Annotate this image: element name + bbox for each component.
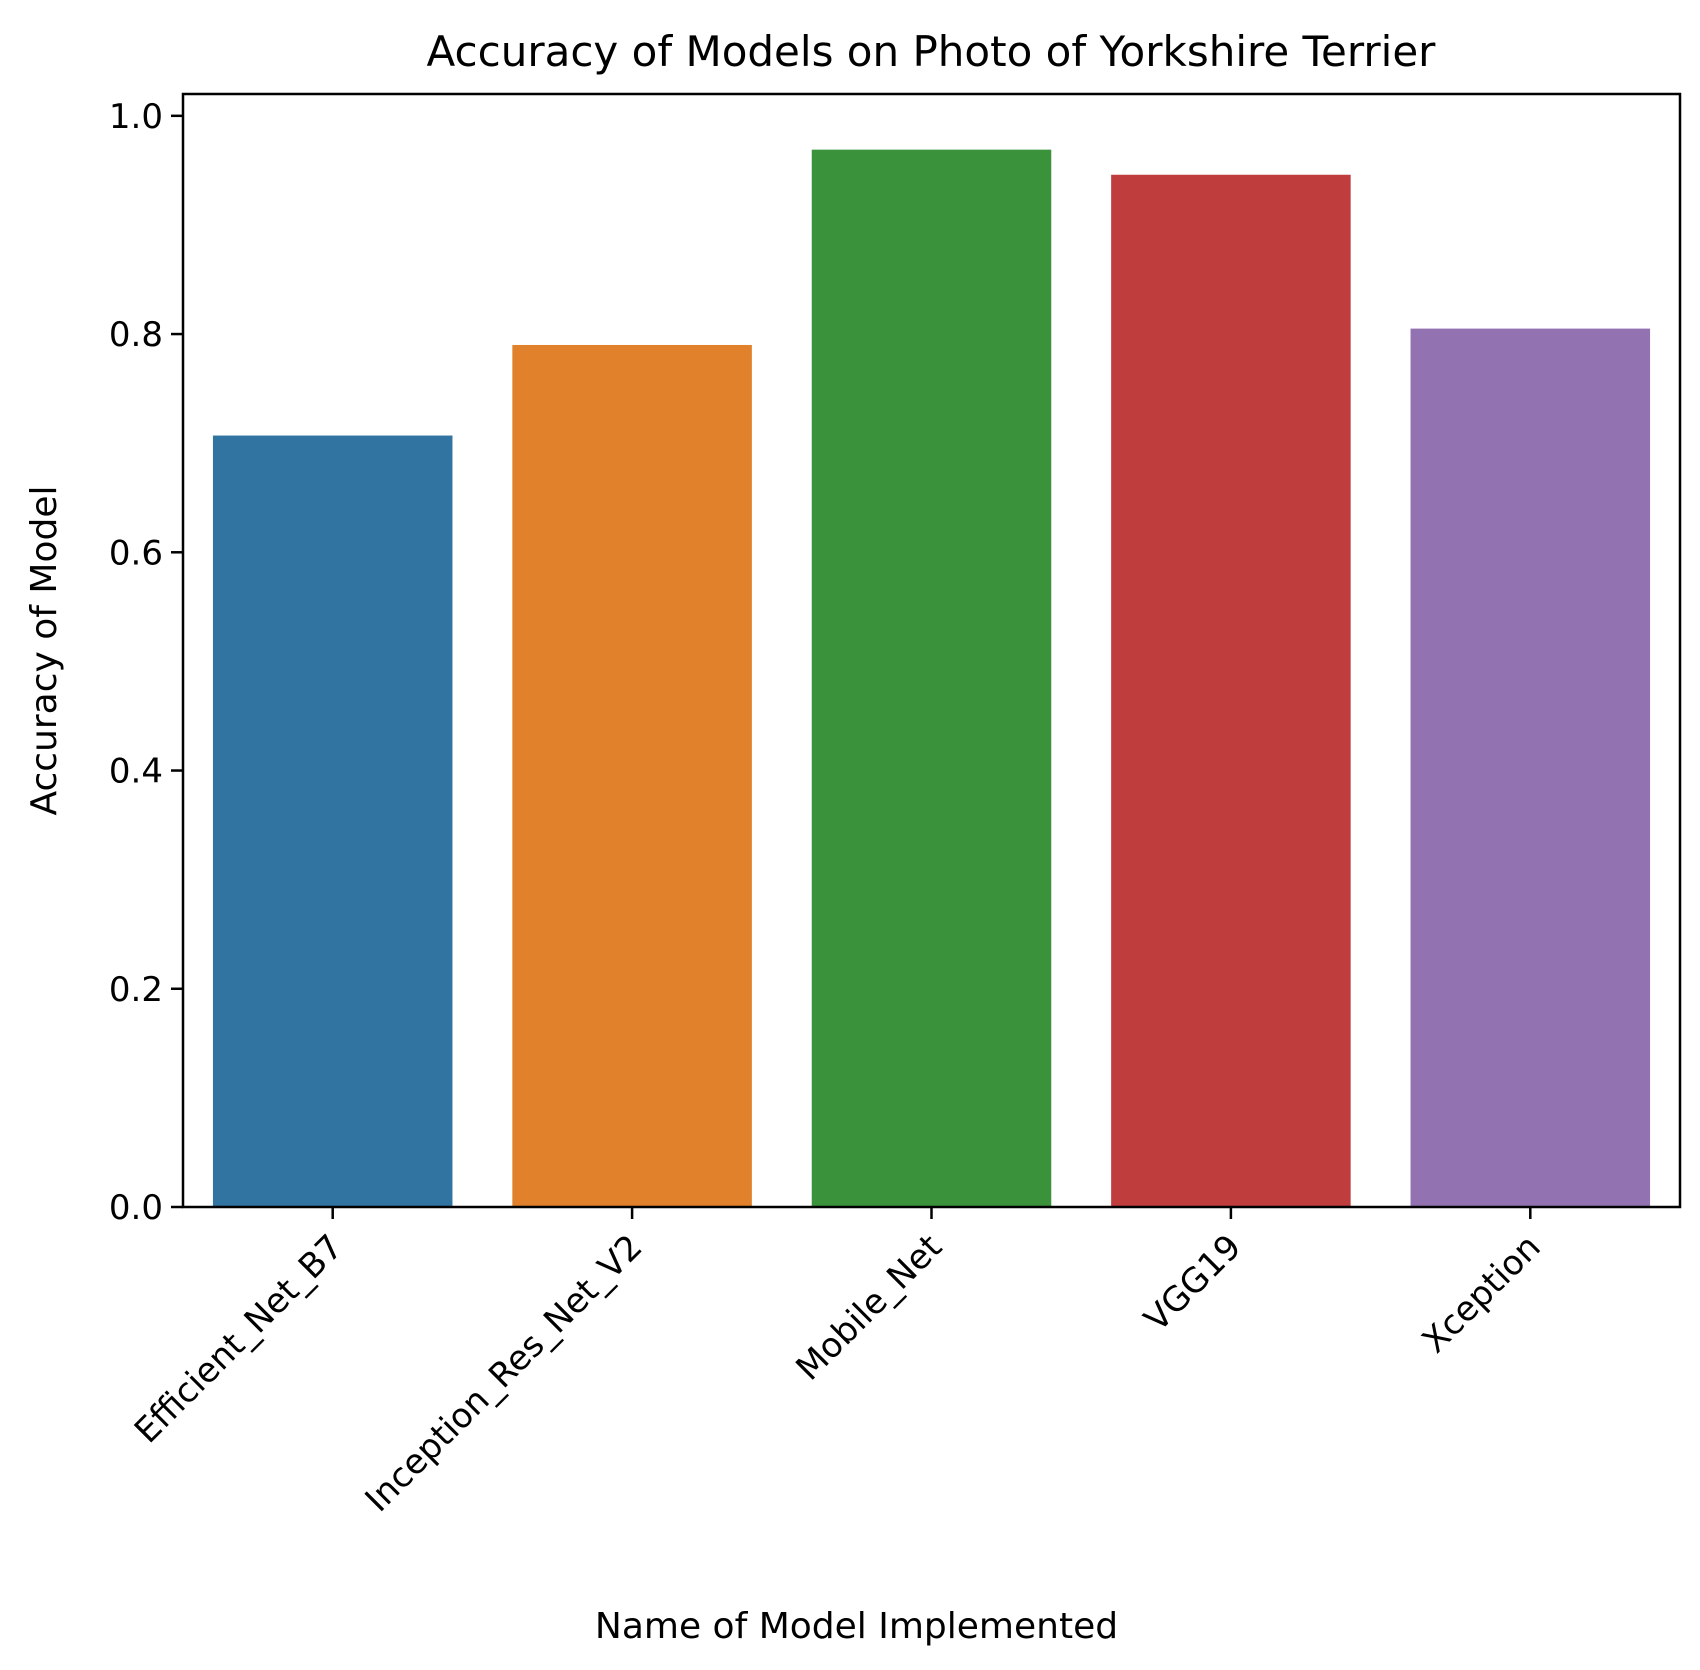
y-tick-label: 0.4 <box>109 752 163 792</box>
x-axis-label: Name of Model Implemented <box>595 1606 1118 1647</box>
y-tick-label: 0.0 <box>109 1188 163 1228</box>
bar-vgg19 <box>1111 174 1351 1207</box>
y-tick-label: 1.0 <box>109 97 163 137</box>
bar-inception-res-net-v2 <box>512 344 752 1207</box>
bar-xception <box>1410 328 1651 1208</box>
chart-title: Accuracy of Models on Photo of Yorkshire… <box>427 27 1437 76</box>
bars-group <box>212 149 1651 1208</box>
bar-efficient-net-b7 <box>212 435 453 1208</box>
bar-mobile-net <box>811 149 1052 1207</box>
y-tick-label: 0.2 <box>109 970 163 1010</box>
y-axis: 0.0 0.2 0.4 0.6 0.8 1.0 <box>109 97 183 1228</box>
y-tick-label: 0.8 <box>109 315 163 355</box>
plot-frame <box>181 92 1682 1209</box>
y-axis-label: Accuracy of Model <box>24 485 65 815</box>
y-tick-label: 0.6 <box>109 533 163 573</box>
